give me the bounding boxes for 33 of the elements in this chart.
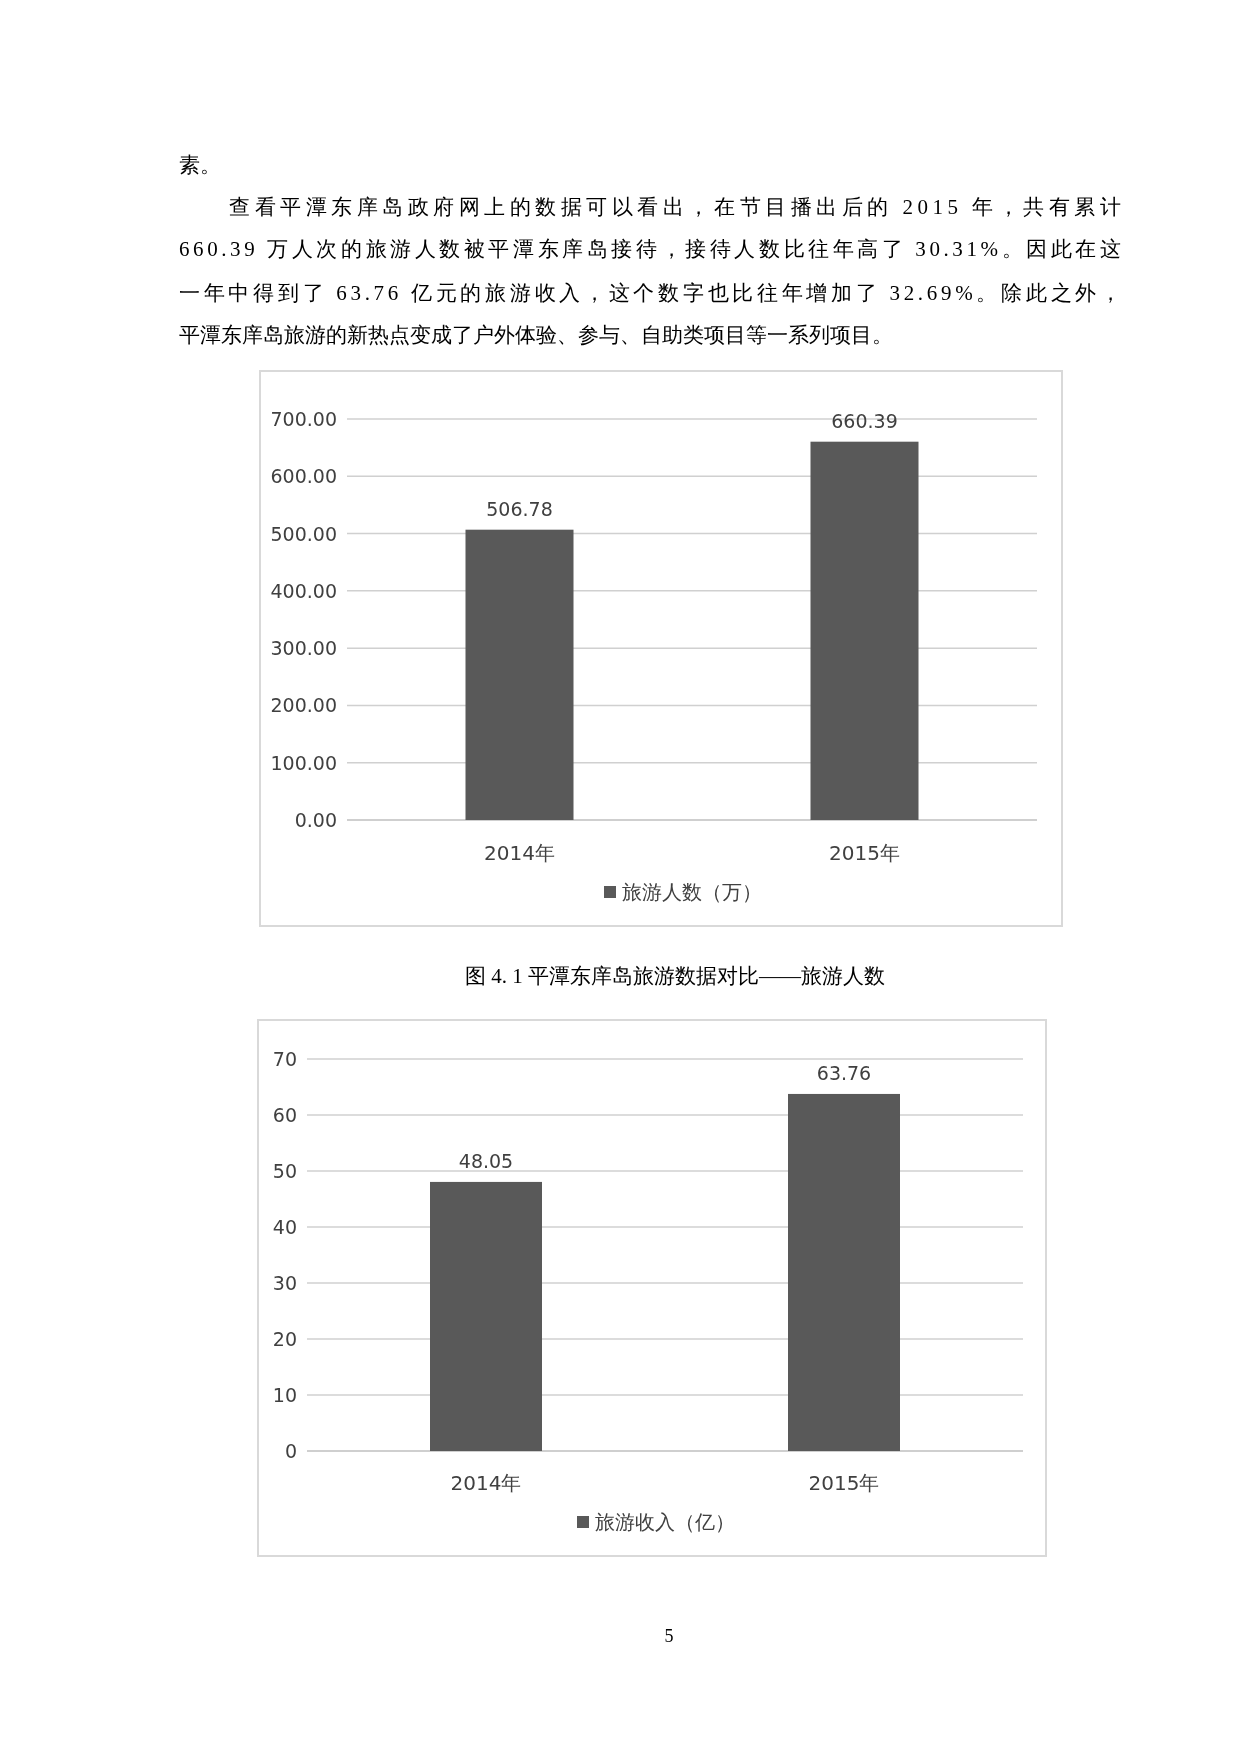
data-label: 48.05 xyxy=(458,1149,514,1172)
text: 素。 xyxy=(179,153,221,177)
legend-label: 旅游收入（亿） xyxy=(595,1510,735,1534)
y-tick-label: 50 xyxy=(272,1160,297,1182)
y-tick-label: 700.00 xyxy=(270,408,337,430)
y-tick-label: 400.00 xyxy=(270,579,337,602)
y-tick-label: 600.00 xyxy=(270,465,337,488)
x-tick-label: 2015年 xyxy=(808,1471,880,1495)
x-tick-label: 2014年 xyxy=(484,841,555,865)
y-tick-label: 500.00 xyxy=(270,522,337,545)
data-label: 63.76 xyxy=(816,1061,872,1084)
y-tick-label: 200.00 xyxy=(270,694,337,717)
y-tick-label: 60 xyxy=(272,1104,297,1126)
y-tick-label: 20 xyxy=(272,1328,297,1350)
data-label: 660.39 xyxy=(831,409,898,432)
text: 一年中得到了 63.76 亿元的旅游收入，这个数字也比往年增加了 32.69%。除此之外， xyxy=(179,281,1121,305)
text: 5 xyxy=(664,1626,674,1646)
x-tick-label: 2014年 xyxy=(450,1471,522,1495)
text: 660.39 万人次的旅游人数被平潭东庠岛接待，接待人数比往年高了 30.31%。因此在这 xyxy=(179,237,1121,261)
text: 查看平潭东庠岛政府网上的数据可以看出，在节目播出后的 2015 年，共有累计 xyxy=(229,195,1121,219)
y-tick-label: 30 xyxy=(272,1272,297,1294)
caption: 图 4. 1 平潭东庠岛旅游数据对比——旅游人数 xyxy=(465,964,885,988)
y-tick-label: 0.00 xyxy=(294,809,337,831)
data-label: 506.78 xyxy=(486,497,553,520)
x-tick-label: 2015年 xyxy=(829,841,900,865)
legend-label: 旅游人数（万） xyxy=(622,880,762,904)
y-tick-label: 100.00 xyxy=(270,751,337,774)
text: 平潭东庠岛旅游的新热点变成了户外体验、参与、自助类项目等一系列项目。 xyxy=(179,323,893,347)
y-tick-label: 70 xyxy=(272,1048,297,1070)
y-tick-label: 300.00 xyxy=(270,637,337,660)
y-tick-label: 10 xyxy=(272,1384,297,1406)
y-tick-label: 40 xyxy=(272,1216,297,1238)
y-tick-label: 0 xyxy=(284,1440,297,1462)
